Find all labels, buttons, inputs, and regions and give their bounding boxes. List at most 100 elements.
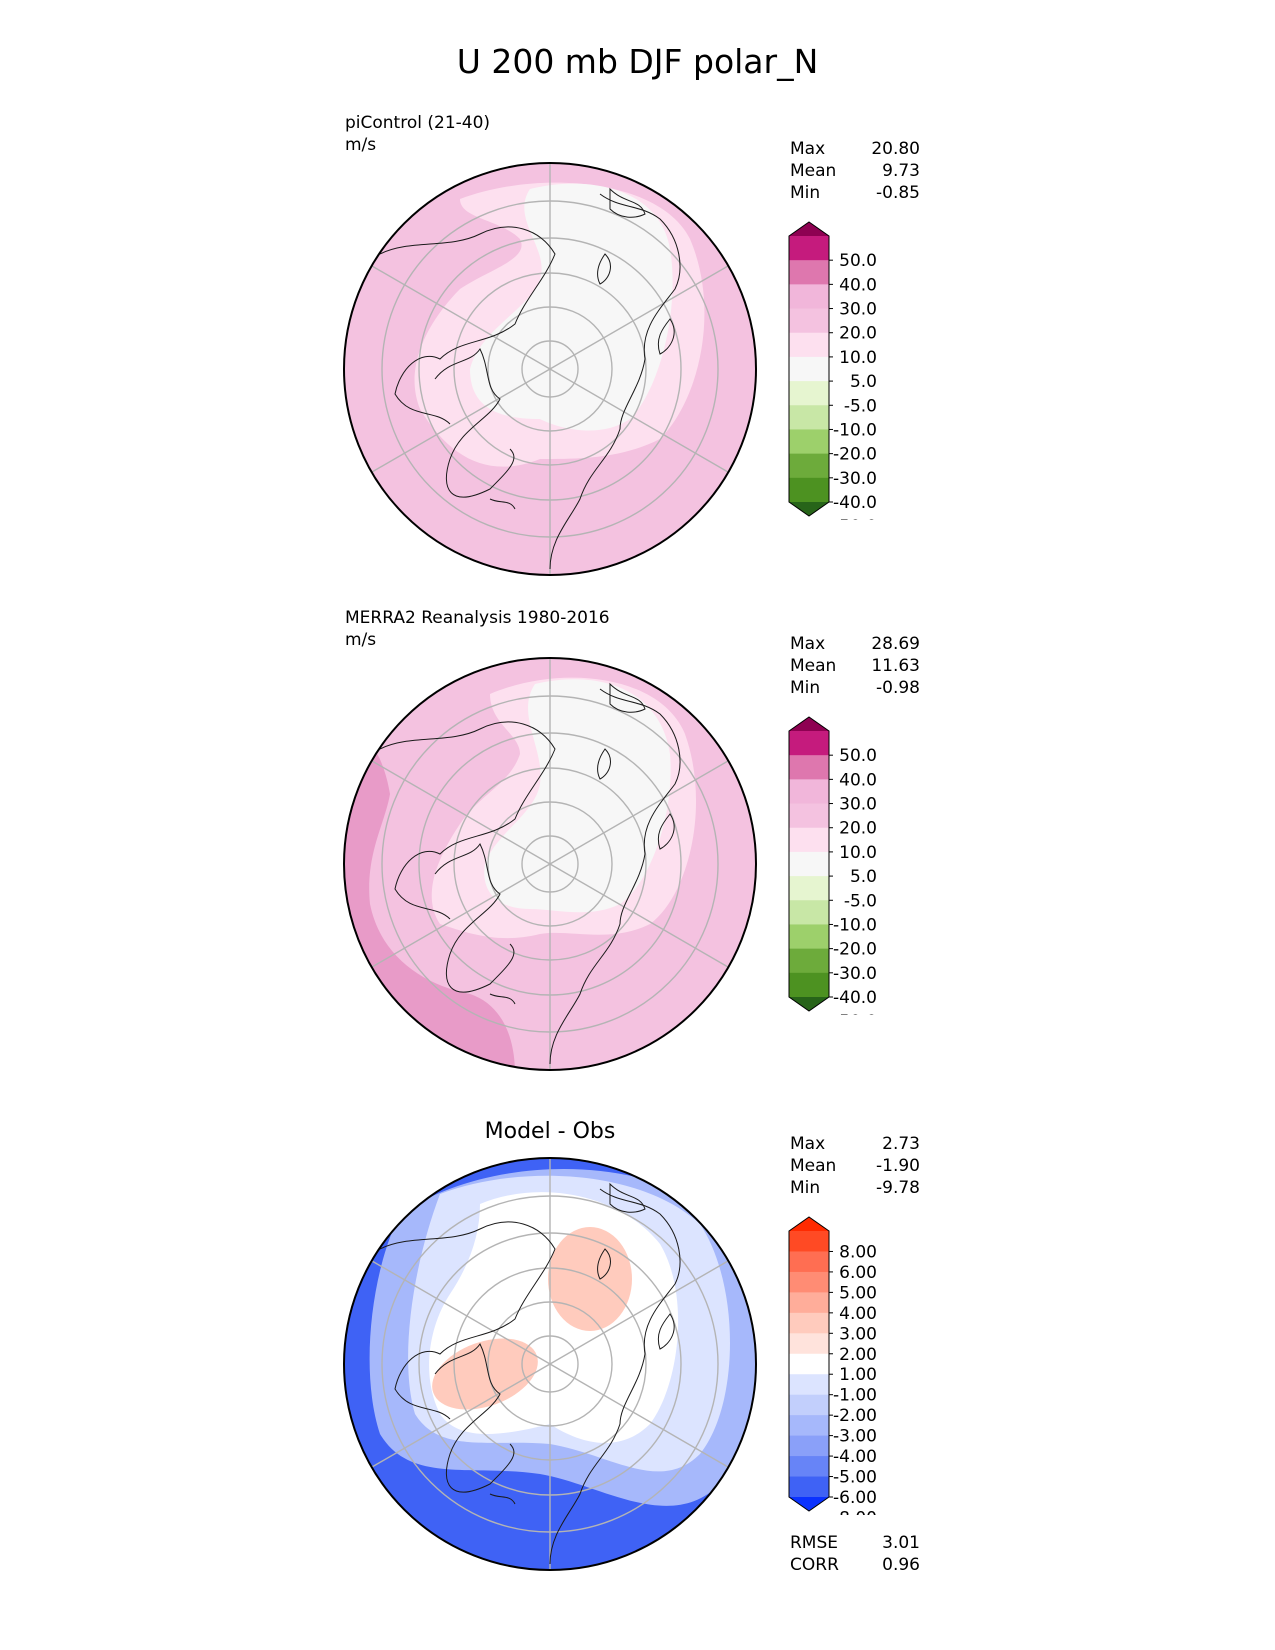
colorbar-tick-label: -2.00 bbox=[833, 1406, 877, 1426]
region-polar-core bbox=[484, 679, 671, 913]
colorbar-segment bbox=[789, 1292, 829, 1314]
colorbar-tick-label: 3.00 bbox=[839, 1324, 877, 1344]
colorbar-tick-label: 40.0 bbox=[839, 770, 877, 790]
stat-min: Min -9.78 bbox=[790, 1178, 920, 1198]
colorbar-segment bbox=[789, 236, 829, 261]
colorbar-segment bbox=[789, 948, 829, 974]
colorbar-tick-label: 4.00 bbox=[839, 1304, 877, 1324]
stat-mean: Mean 11.63 bbox=[790, 656, 920, 676]
colorbar-tick-label: -8.00 bbox=[833, 1508, 877, 1515]
colorbar-extend-min bbox=[789, 502, 829, 516]
colorbar-tick-label: -50.0 bbox=[833, 1012, 877, 1015]
colorbar-tick-label: 30.0 bbox=[839, 300, 877, 320]
panel-reference: MERRA2 Reanalysis 1980-2016 m/s bbox=[0, 605, 1275, 1075]
colorbar-tick-label: -5.0 bbox=[844, 891, 877, 911]
polar-map bbox=[343, 1157, 757, 1571]
colorbar-segment bbox=[789, 851, 829, 877]
colorbar-segment bbox=[789, 429, 829, 455]
colorbar-tick-label: -4.00 bbox=[833, 1447, 877, 1467]
metric-rmse: RMSE 3.01 bbox=[790, 1533, 920, 1553]
colorbar-segment bbox=[789, 1251, 829, 1273]
colorbar-tick-label: -50.0 bbox=[833, 517, 877, 520]
colorbar-segment bbox=[789, 356, 829, 382]
colorbar-tick-label: -3.00 bbox=[833, 1427, 877, 1447]
colorbar-tick-label: -40.0 bbox=[833, 493, 877, 513]
colorbar-tick-label: 5.0 bbox=[850, 372, 877, 392]
colorbar-extend-max bbox=[789, 222, 829, 236]
colorbar-tick-label: -30.0 bbox=[833, 964, 877, 984]
colorbar-tick-label: 50.0 bbox=[839, 251, 877, 271]
colorbar-tick-label: 1.00 bbox=[839, 1365, 877, 1385]
stat-max: Max 2.73 bbox=[790, 1134, 920, 1154]
colorbar-tick-label: 6.00 bbox=[839, 1263, 877, 1283]
colorbar-extend-min bbox=[789, 1497, 829, 1511]
metric-corr: CORR 0.96 bbox=[790, 1555, 920, 1575]
colorbar-segment bbox=[789, 827, 829, 853]
colorbar-segment bbox=[789, 1374, 829, 1396]
panel-title: Model - Obs bbox=[484, 1119, 616, 1144]
units-label: m/s bbox=[345, 135, 377, 155]
colorbar: 50.0 40.0 30.0 20.0 10.0 5.0 -5.0 -10.0 -20.0 -30… bbox=[788, 716, 877, 1015]
graticule bbox=[371, 1158, 729, 1570]
figure-title: U 200 mb DJF polar_N bbox=[456, 42, 819, 81]
units-label: m/s bbox=[345, 630, 377, 650]
colorbar-segment bbox=[789, 1456, 829, 1478]
panel-label: MERRA2 Reanalysis 1980-2016 m/s bbox=[345, 607, 610, 651]
colorbar-segment bbox=[789, 260, 829, 285]
colorbar-tick-label: -40.0 bbox=[833, 988, 877, 1008]
colorbar-tick-label: 2.00 bbox=[839, 1345, 877, 1365]
colorbar-segment bbox=[789, 1271, 829, 1293]
colorbar-tick-label: 30.0 bbox=[839, 795, 877, 815]
colorbar-segment bbox=[789, 1435, 829, 1457]
stat-min: Min -0.98 bbox=[790, 678, 920, 698]
colorbar-extend-min bbox=[789, 997, 829, 1011]
colorbar-tick-label: 8.00 bbox=[839, 1242, 877, 1262]
metrics-box: RMSE 3.01 CORR 0.96 bbox=[790, 1532, 920, 1576]
colorbar-segment bbox=[789, 284, 829, 310]
stat-max: Max 20.80 bbox=[790, 139, 920, 159]
colorbar-segment bbox=[789, 308, 829, 334]
colorbar-extend-max bbox=[789, 717, 829, 731]
graticule bbox=[371, 658, 729, 1070]
colorbar-segment bbox=[789, 755, 829, 780]
colorbar-segment bbox=[789, 1333, 829, 1355]
colorbar-segment bbox=[789, 1353, 829, 1375]
colorbar-tick-label: 5.00 bbox=[839, 1283, 877, 1303]
colorbar-segment bbox=[789, 900, 829, 925]
colorbar-tick-label: -6.00 bbox=[833, 1488, 877, 1508]
graticule bbox=[371, 163, 729, 575]
colorbar: 50.0 40.0 30.0 20.0 10.0 5.0 -5.0 -10.0 -20.0 -30… bbox=[788, 221, 877, 520]
colorbar-tick-label: -5.00 bbox=[833, 1468, 877, 1488]
colorbar-segment bbox=[789, 731, 829, 756]
colorbar-segment bbox=[789, 381, 829, 406]
colorbar-tick-label: -30.0 bbox=[833, 469, 877, 489]
colorbar-segment bbox=[789, 332, 829, 358]
colorbar-segment bbox=[789, 1394, 829, 1416]
colorbar-segment bbox=[789, 405, 829, 430]
colorbar-segment bbox=[789, 1476, 829, 1498]
panel-diff: Model - Obs Ma bbox=[0, 1100, 1275, 1600]
colorbar-segment bbox=[789, 477, 829, 503]
panel-test: piControl (21-40) m/s Max 20. bbox=[0, 110, 1275, 580]
polar-map bbox=[343, 162, 757, 576]
colorbar-tick-label: -20.0 bbox=[833, 940, 877, 960]
colorbar-segment bbox=[789, 876, 829, 901]
colorbar-tick-label: -10.0 bbox=[833, 915, 877, 935]
colorbar-tick-label: 40.0 bbox=[839, 275, 877, 295]
panel-label: piControl (21-40) m/s bbox=[345, 112, 490, 156]
stat-mean: Mean 9.73 bbox=[790, 161, 920, 181]
colorbar-extend-max bbox=[789, 1217, 829, 1231]
colorbar-segment bbox=[789, 924, 829, 950]
colorbar-segment bbox=[789, 803, 829, 829]
region-polar-core bbox=[470, 183, 673, 431]
colorbar-tick-label: 5.0 bbox=[850, 867, 877, 887]
colorbar-tick-label: -20.0 bbox=[833, 445, 877, 465]
region-positive-patch-north bbox=[548, 1227, 632, 1331]
colorbar-segment bbox=[789, 453, 829, 479]
polar-map bbox=[343, 657, 757, 1071]
coastlines bbox=[379, 682, 681, 1065]
stat-mean: Mean -1.90 bbox=[790, 1156, 920, 1176]
colorbar-tick-label: -10.0 bbox=[833, 420, 877, 440]
colorbar: 8.006.005.004.003.002.001.00-1.00-2.00-3… bbox=[788, 1216, 877, 1515]
colorbar-tick-label: 50.0 bbox=[839, 746, 877, 766]
